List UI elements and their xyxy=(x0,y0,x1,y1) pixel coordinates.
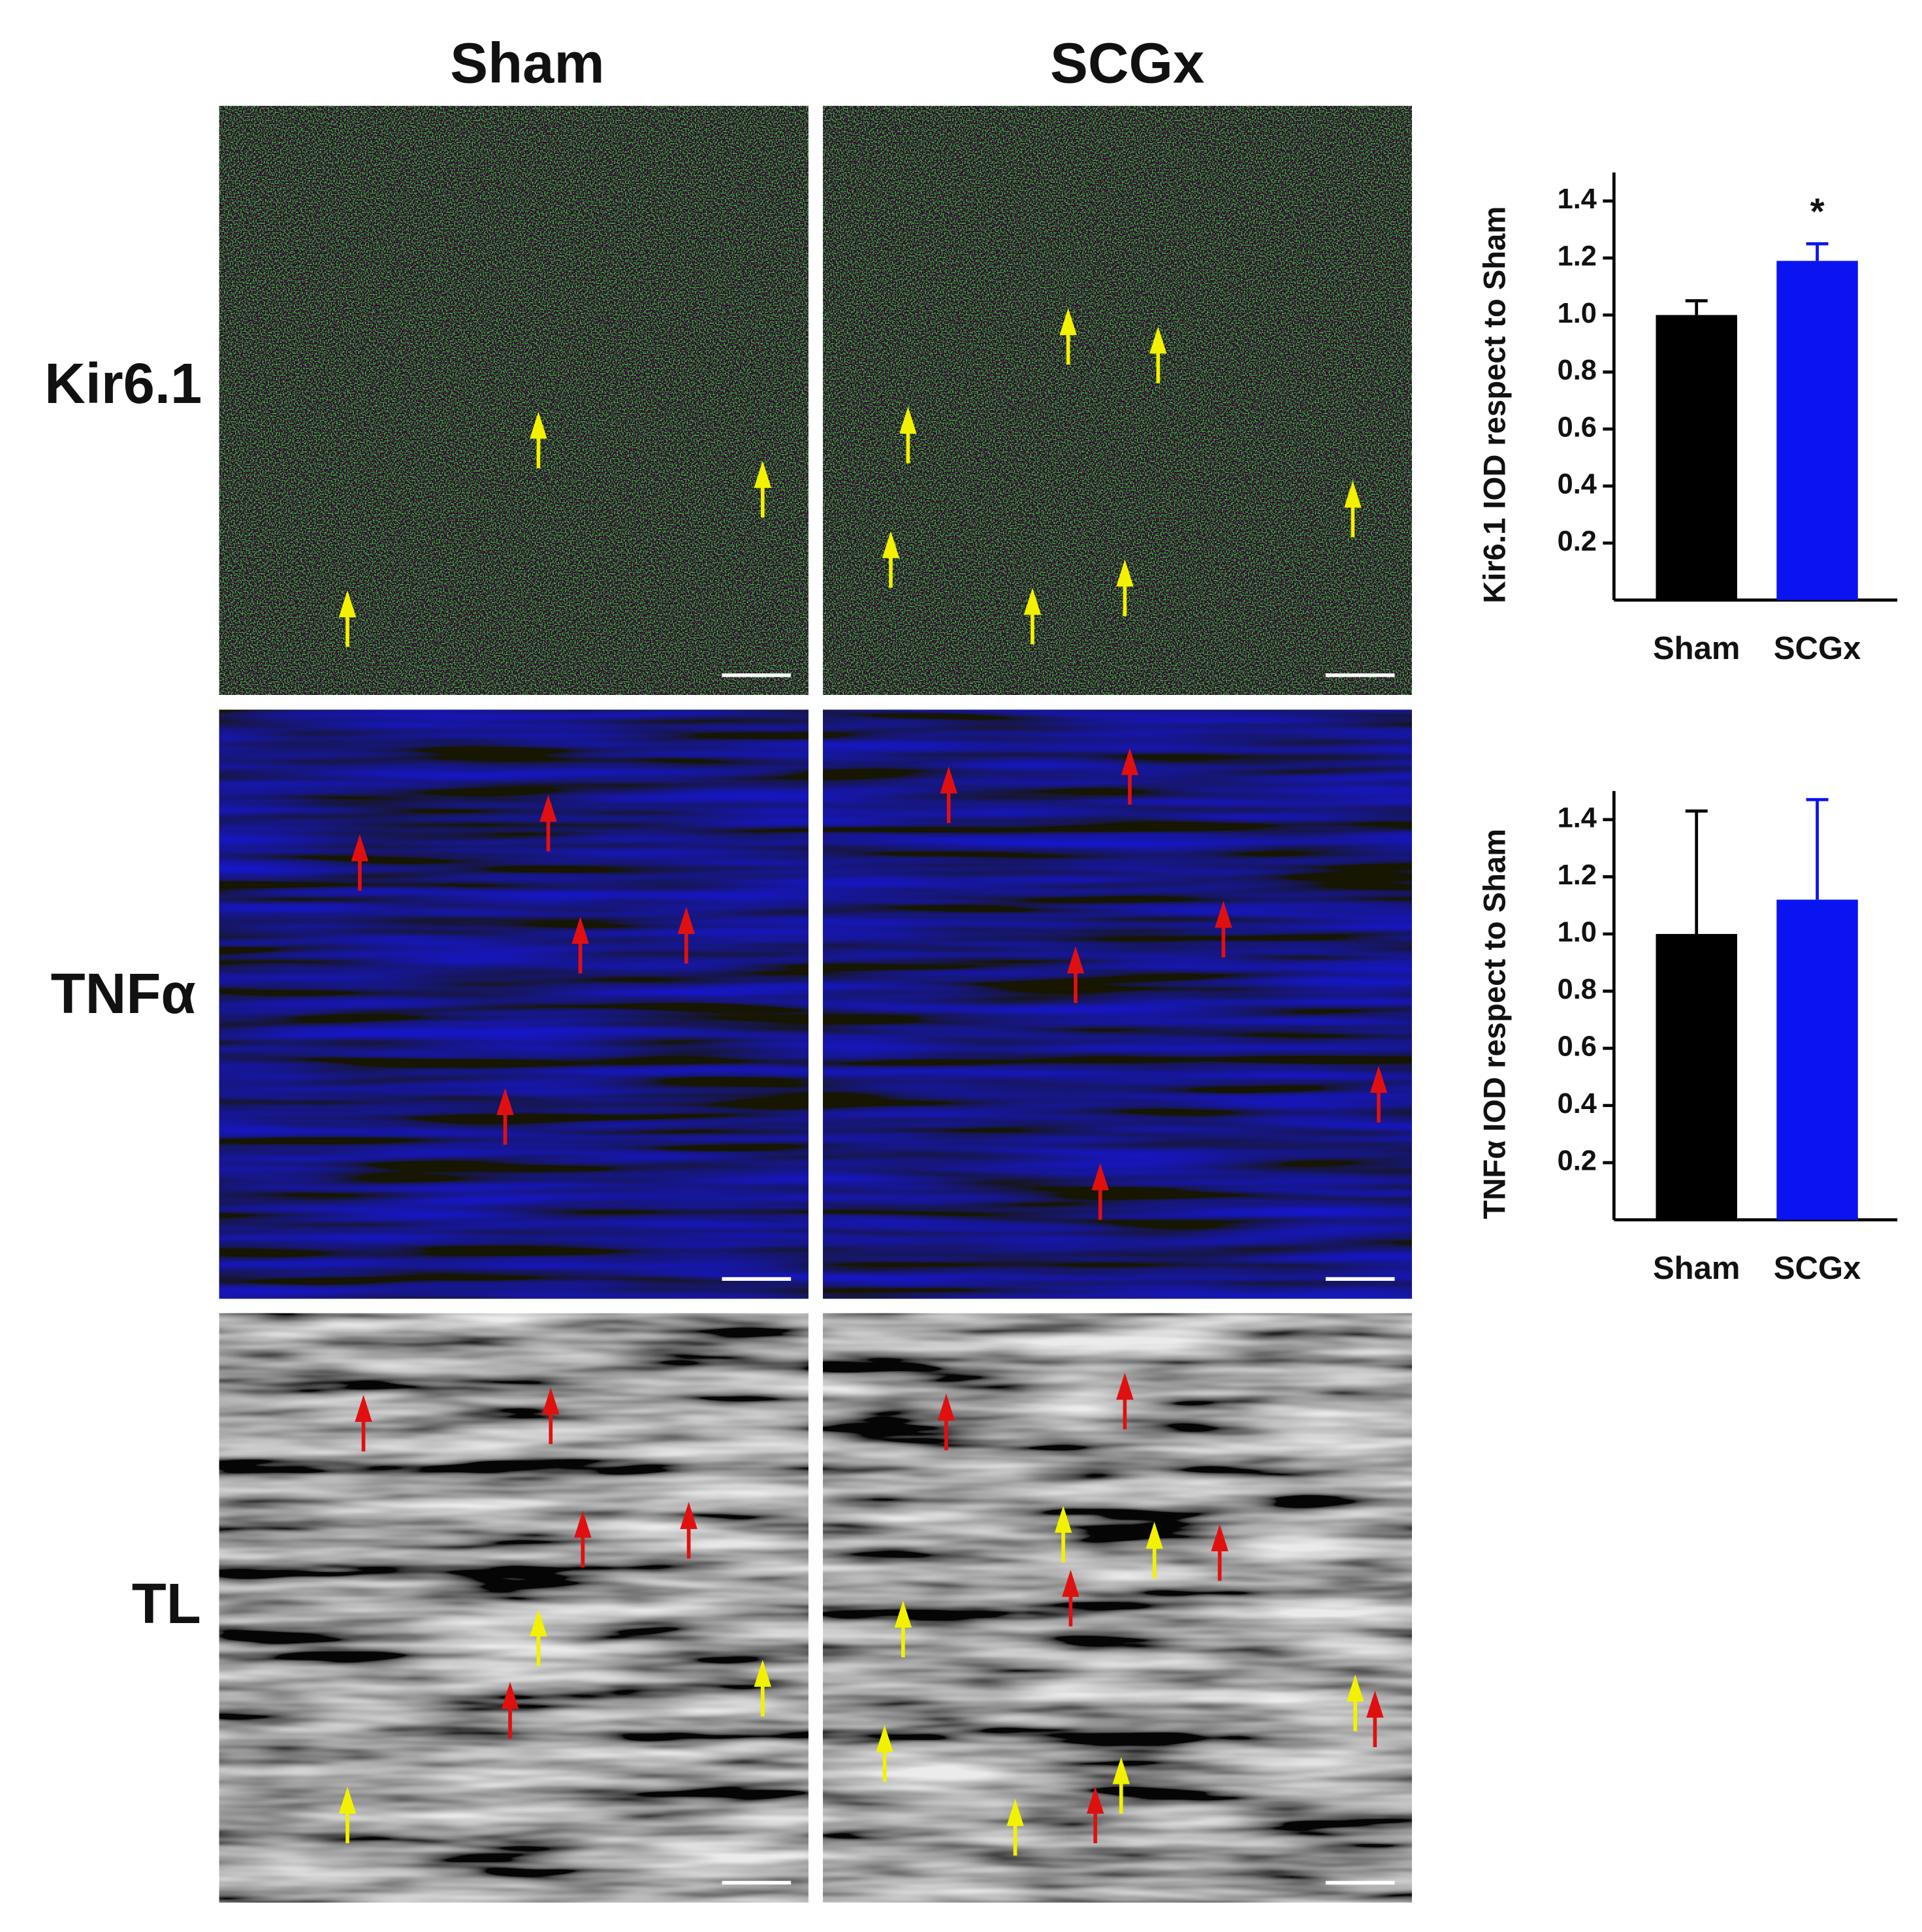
column-header: Sham xyxy=(450,32,604,95)
y-tick-label: 1.2 xyxy=(1558,860,1597,891)
y-tick-label: 0.2 xyxy=(1558,526,1597,557)
arrow-head xyxy=(754,460,771,489)
x-tick-label: Sham xyxy=(1653,1251,1740,1286)
y-tick-label: 0.2 xyxy=(1558,1146,1597,1177)
arrow-head xyxy=(542,1387,560,1415)
arrow-head xyxy=(574,1510,592,1538)
arrow-head xyxy=(496,1087,514,1116)
arrow-head xyxy=(1086,1786,1104,1814)
arrow-head xyxy=(338,1786,357,1814)
arrow-head xyxy=(530,411,547,439)
bar xyxy=(1776,261,1858,600)
arrow-head xyxy=(351,834,369,861)
arrow-head xyxy=(1145,1521,1163,1549)
arrow-head xyxy=(1054,1505,1072,1533)
arrow-head xyxy=(1121,748,1139,775)
arrow-head xyxy=(1344,480,1362,508)
y-tick-label: 0.4 xyxy=(1558,1088,1597,1119)
y-tick-label: 0.4 xyxy=(1558,469,1597,500)
significance-marker: * xyxy=(1810,191,1825,232)
y-tick-label: 1.2 xyxy=(1558,240,1597,272)
y-tick-label: 1.0 xyxy=(1558,916,1597,948)
x-tick-label: SCGx xyxy=(1774,1251,1861,1286)
x-tick-label: Sham xyxy=(1653,631,1740,666)
arrow-head xyxy=(571,916,589,944)
arrow-head xyxy=(1346,1674,1364,1702)
row-label: TL xyxy=(132,1572,201,1635)
y-tick-label: 1.4 xyxy=(1558,802,1597,833)
micrograph-texture xyxy=(823,1313,1412,1903)
arrow-head xyxy=(1006,1799,1024,1826)
arrow-head xyxy=(882,531,900,558)
row-label: Kir6.1 xyxy=(44,352,202,415)
x-tick-label: SCGx xyxy=(1774,631,1861,666)
arrow-head xyxy=(1059,308,1077,336)
arrow-head xyxy=(530,1609,547,1637)
y-tick-label: 0.6 xyxy=(1558,1031,1597,1062)
micrograph-texture xyxy=(823,709,1412,1299)
micrograph-texture xyxy=(219,709,809,1299)
y-tick-label: 0.8 xyxy=(1558,355,1597,386)
y-tick-label: 0.6 xyxy=(1558,411,1597,443)
arrow-head xyxy=(876,1725,893,1752)
arrow-head xyxy=(937,1393,955,1421)
arrow-head xyxy=(680,1502,697,1530)
micrographs xyxy=(219,106,1412,1903)
y-axis-label: Kir6.1 IOD respect to Sham xyxy=(1477,206,1512,604)
y-axis-label: TNFα IOD respect to Sham xyxy=(1477,829,1512,1219)
arrow-head xyxy=(1062,1570,1080,1597)
arrow-head xyxy=(677,907,696,934)
arrow-head xyxy=(539,794,557,822)
arrow-head xyxy=(1023,587,1042,615)
arrow-head xyxy=(754,1660,771,1687)
bar-charts: 0.2 0.4 0.6 0.8 1.0 1.2 1.4 Kir6.1 IOD respect … xyxy=(1477,172,1898,1286)
arrow-head xyxy=(355,1394,372,1422)
arrow-head xyxy=(894,1600,912,1628)
arrow-head xyxy=(940,766,957,794)
arrow-head xyxy=(1091,1163,1109,1191)
arrow-head xyxy=(338,590,357,618)
bar xyxy=(1656,933,1737,1220)
arrow-head xyxy=(1215,901,1232,928)
arrow-head xyxy=(1112,1757,1130,1784)
micrograph-texture xyxy=(219,106,809,695)
y-tick-label: 0.8 xyxy=(1558,974,1597,1005)
arrow-head xyxy=(1066,946,1085,974)
column-header: SCGx xyxy=(1050,32,1204,95)
bar xyxy=(1656,315,1737,600)
bar xyxy=(1776,899,1858,1220)
y-tick-label: 1.4 xyxy=(1558,184,1597,215)
row-label: TNFα xyxy=(51,962,196,1025)
arrow-head xyxy=(1369,1065,1388,1093)
arrow-head xyxy=(501,1682,519,1709)
arrow-head xyxy=(1149,326,1167,354)
y-tick-label: 1.0 xyxy=(1558,298,1597,329)
arrow-head xyxy=(1116,559,1134,587)
arrow-head xyxy=(1211,1524,1228,1552)
arrow-head xyxy=(1366,1690,1384,1718)
arrow-head xyxy=(899,406,917,434)
micrograph-texture xyxy=(823,106,1412,695)
micrograph-texture xyxy=(219,1313,809,1903)
arrow-head xyxy=(1116,1372,1134,1400)
